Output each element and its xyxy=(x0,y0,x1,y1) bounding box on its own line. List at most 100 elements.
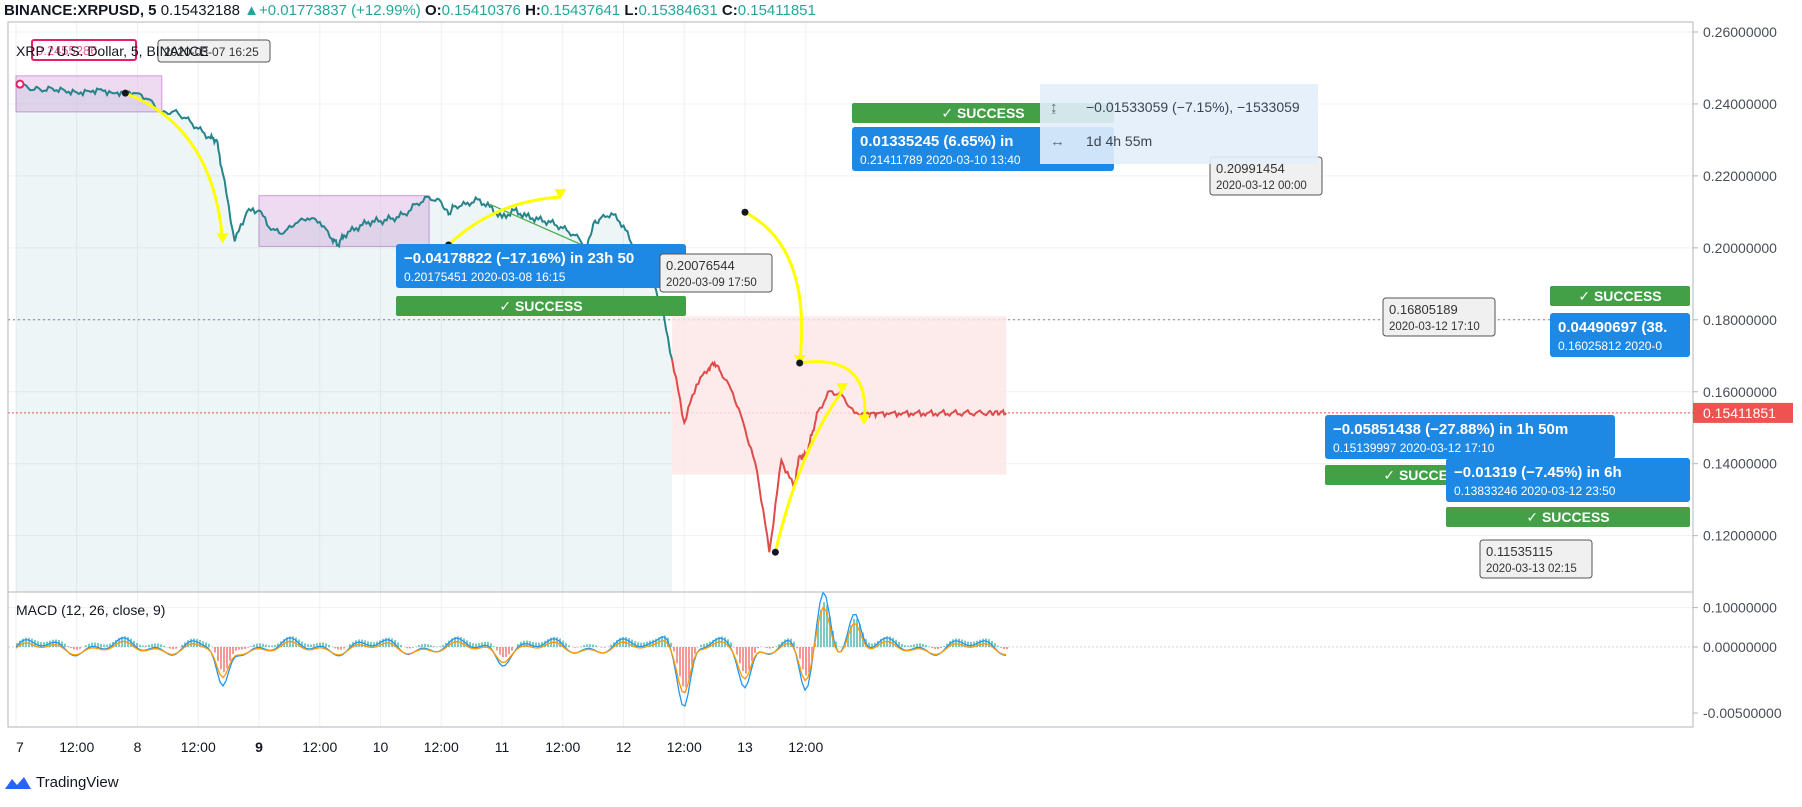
macd-histogram-bar xyxy=(316,643,318,647)
macd-histogram-bar xyxy=(910,645,912,647)
macd-histogram-bar xyxy=(154,643,156,647)
macd-histogram-bar xyxy=(823,602,825,647)
macd-histogram-bar xyxy=(79,647,81,649)
macd-histogram-bar xyxy=(40,642,42,647)
macd-histogram-bar xyxy=(673,647,675,652)
macd-histogram-bar xyxy=(916,643,918,647)
success-label: ✓ SUCCESS xyxy=(499,298,582,314)
price-label-time: 2020-03-12 00:00 xyxy=(1216,180,1307,192)
macd-histogram-bar xyxy=(253,644,255,647)
macd-histogram-bar xyxy=(259,643,261,647)
macd-histogram-bar xyxy=(490,643,492,647)
macd-histogram-bar xyxy=(967,641,969,647)
macd-histogram-bar xyxy=(508,647,510,655)
macd-histogram-bar xyxy=(847,634,849,647)
macd-histogram-bar xyxy=(478,643,480,647)
macd-histogram-bar xyxy=(610,644,612,647)
macd-histogram-bar xyxy=(217,647,219,662)
macd-histogram-bar xyxy=(826,605,828,647)
macd-histogram-bar xyxy=(205,642,207,647)
low-value: 0.15384631 xyxy=(638,2,718,19)
vertical-range-icon: ↨ xyxy=(1050,99,1058,116)
macd-histogram-bar xyxy=(295,637,297,647)
macd-histogram-bar xyxy=(244,647,246,649)
x-tick-label: 12:00 xyxy=(59,739,94,755)
arrow-head-icon xyxy=(554,189,567,200)
macd-histogram-bar xyxy=(994,643,996,647)
macd-histogram-bar xyxy=(172,647,174,650)
macd-histogram-bar xyxy=(676,647,678,664)
macd-histogram-bar xyxy=(142,645,144,647)
horizontal-range-icon: ↔ xyxy=(1050,133,1065,150)
macd-histogram-bar xyxy=(511,647,513,651)
macd-histogram-bar xyxy=(472,643,474,647)
macd-histogram-bar xyxy=(151,643,153,647)
macd-histogram-bar xyxy=(262,643,264,647)
macd-histogram-bar xyxy=(706,643,708,647)
macd-histogram-bar xyxy=(778,644,780,647)
macd-histogram-bar xyxy=(187,640,189,647)
arrow-head-icon xyxy=(836,383,849,394)
macd-histogram-bar xyxy=(37,641,39,647)
last-price: 0.15432188 xyxy=(160,2,240,19)
macd-histogram-bar xyxy=(685,647,687,688)
price-line-bearish xyxy=(671,359,1007,553)
macd-histogram-bar xyxy=(127,636,129,647)
macd-pane xyxy=(8,590,1693,707)
macd-histogram-bar xyxy=(439,646,441,647)
macd-histogram-bar xyxy=(325,643,327,647)
macd-histogram-bar xyxy=(850,625,852,647)
macd-histogram-bar xyxy=(919,643,921,647)
macd-histogram-bar xyxy=(271,645,273,647)
price-label-value: 0.16805189 xyxy=(1389,302,1458,317)
projection-callout xyxy=(1325,415,1615,459)
macd-histogram-bar xyxy=(724,637,726,647)
macd-histogram-bar xyxy=(319,642,321,647)
macd-histogram-bar xyxy=(373,642,375,647)
callout-label: −0.01319 (−7.45%) in 6h xyxy=(1454,464,1622,481)
macd-histogram-bar xyxy=(985,638,987,647)
macd-histogram-bar xyxy=(448,640,450,647)
macd-histogram-bar xyxy=(229,647,231,661)
x-tick-label: 12:00 xyxy=(545,739,580,755)
success-label: ✓ SUCCESS xyxy=(941,105,1024,121)
macd-histogram-bar xyxy=(163,645,165,647)
price-label-box xyxy=(659,253,773,293)
macd-histogram-bar xyxy=(925,644,927,647)
macd-histogram-bar xyxy=(103,644,105,647)
macd-histogram-bar xyxy=(712,639,714,647)
macd-histogram-bar xyxy=(922,643,924,647)
macd-histogram-bar xyxy=(208,643,210,647)
macd-histogram-bar xyxy=(829,617,831,647)
macd-histogram-bar xyxy=(91,642,93,647)
symbol-name[interactable]: BINANCE:XRPUSD, 5 xyxy=(4,2,157,19)
macd-histogram-bar xyxy=(703,643,705,647)
change-arrow-icon: ▲ xyxy=(244,2,259,19)
success-badge xyxy=(1550,286,1690,306)
tooltip-time: 1d 4h 55m xyxy=(1086,133,1152,149)
x-tick-label: 12:00 xyxy=(181,739,216,755)
macd-histogram-bar xyxy=(811,647,813,661)
y-tick-label: 0.10000000 xyxy=(1703,600,1777,616)
macd-histogram-bar xyxy=(556,637,558,647)
macd-histogram-bar xyxy=(637,642,639,647)
tradingview-brand[interactable]: TradingView xyxy=(4,774,119,791)
macd-histogram-bar xyxy=(907,645,909,647)
macd-histogram-bar xyxy=(265,644,267,647)
price-label-box xyxy=(1479,539,1593,579)
macd-histogram-bar xyxy=(742,647,744,672)
macd-histogram-bar xyxy=(379,640,381,647)
y-tick-label: 0.14000000 xyxy=(1703,456,1777,472)
arrow-start-point xyxy=(741,208,749,216)
macd-histogram-bar xyxy=(322,642,324,647)
macd-y-tick-label: 0.00000000 xyxy=(1703,639,1777,655)
callout-label: 0.04490697 (38. xyxy=(1558,319,1667,336)
macd-histogram-bar xyxy=(424,643,426,647)
macd-histogram-bar xyxy=(277,643,279,647)
macd-histogram-bar xyxy=(979,639,981,647)
macd-histogram-bar xyxy=(634,641,636,647)
macd-histogram-bar xyxy=(691,647,693,666)
macd-histogram-bar xyxy=(970,642,972,647)
macd-histogram-bar xyxy=(670,642,672,647)
